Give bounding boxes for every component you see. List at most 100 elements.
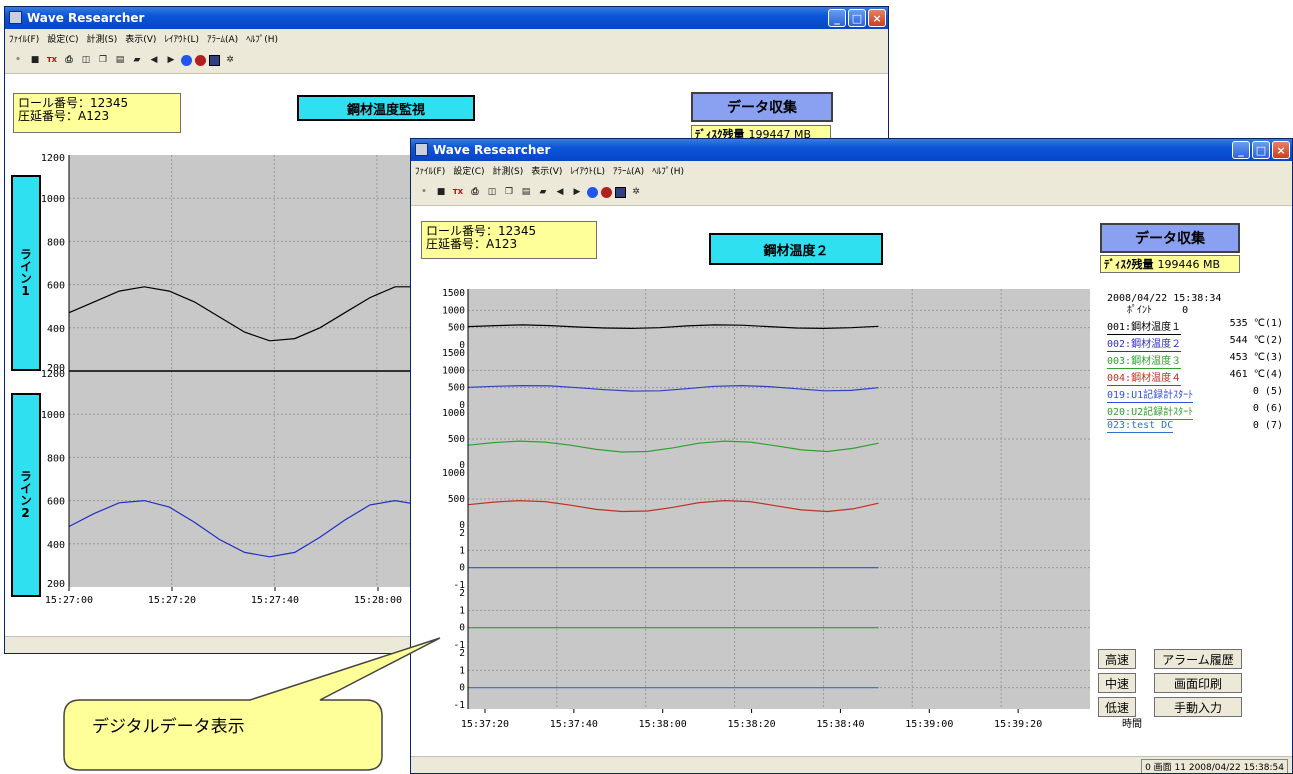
disk-label: ﾃﾞｨｽｸ残量 (695, 128, 745, 141)
x-tick-label: 15:38:40 (816, 719, 864, 730)
data-collect-button[interactable]: データ収集 (1100, 223, 1240, 253)
title-bar[interactable]: Wave Researcher _ □ × (411, 139, 1292, 161)
minimize-button[interactable]: _ (828, 9, 846, 27)
open-icon[interactable]: ▰ (539, 187, 547, 197)
x-tick-label: 15:38:00 (639, 719, 687, 730)
screen-print-button[interactable]: 画面印刷 (1154, 673, 1242, 693)
settings-icon[interactable]: ✲ (226, 55, 234, 65)
series-line (467, 440, 879, 453)
y-tick-label: 600 (47, 281, 65, 292)
menu-settings[interactable]: 設定(C) (453, 166, 485, 177)
menu-measure[interactable]: 計測(S) (86, 34, 118, 45)
y-tick-label: 2 (459, 588, 465, 599)
menu-view[interactable]: 表示(V) (125, 34, 157, 45)
channel-value: 453 ℃(3) (1229, 352, 1283, 363)
menu-alarm[interactable]: ｱﾗｰﾑ(A) (207, 34, 239, 45)
menu-alarm[interactable]: ｱﾗｰﾑ(A) (613, 166, 645, 177)
alarm-history-button[interactable]: アラーム履歴 (1154, 649, 1242, 669)
print-icon[interactable]: ⎙ (471, 187, 479, 197)
y-tick-label: 200 (47, 579, 65, 590)
legend-row[interactable]: 004:鋼材温度４ 461 ℃(4) (1107, 367, 1287, 386)
dot-icon[interactable]: • (15, 55, 21, 65)
print-preview-icon[interactable]: ◫ (81, 55, 91, 65)
maximize-button[interactable]: □ (1252, 141, 1270, 159)
blue-record-icon[interactable] (181, 54, 192, 66)
y-tick-label: 0 (459, 400, 465, 411)
mid-speed-button[interactable]: 中速 (1098, 673, 1136, 693)
series-line (467, 384, 879, 392)
menu-file[interactable]: ﾌｧｲﾙ(F) (9, 34, 40, 45)
menu-layout[interactable]: ﾚｲｱｳﾄ(L) (164, 34, 199, 45)
display-icon[interactable] (615, 186, 626, 198)
stop-icon[interactable]: ■ (436, 187, 446, 197)
tx-icon[interactable]: TX (452, 188, 464, 196)
app-icon (415, 143, 428, 156)
channel-value: 461 ℃(4) (1229, 369, 1283, 380)
y-tick-label: 800 (47, 237, 65, 248)
line1-tab[interactable]: ライン1 (11, 175, 41, 371)
left-arrow-icon[interactable]: ◀ (556, 187, 564, 197)
menu-help[interactable]: ﾍﾙﾌﾟ(H) (652, 166, 684, 177)
y-tick-label: 1 (459, 665, 465, 676)
legend-row[interactable]: 020:U2記録計ｽﾀｰﾄ 0 (6) (1107, 401, 1287, 420)
paste-icon[interactable]: ▤ (115, 55, 125, 65)
title-bar[interactable]: Wave Researcher _ □ × (5, 7, 888, 29)
menu-settings[interactable]: 設定(C) (47, 34, 79, 45)
menu-view[interactable]: 表示(V) (531, 166, 563, 177)
display-icon[interactable] (209, 54, 220, 66)
manual-input-button[interactable]: 手動入力 (1154, 697, 1242, 717)
print-preview-icon[interactable]: ◫ (487, 187, 497, 197)
stop-icon[interactable]: ■ (30, 55, 40, 65)
channel-value: 0 (5) (1252, 386, 1283, 397)
rolling-number: 圧延番号：A123 (18, 109, 110, 123)
page-title: 鋼材温度監視 (297, 95, 475, 121)
tx-icon[interactable]: TX (46, 56, 58, 64)
high-speed-button[interactable]: 高速 (1098, 649, 1136, 669)
series-line (467, 499, 879, 513)
blue-record-icon[interactable] (587, 186, 598, 198)
red-record-icon[interactable] (601, 186, 612, 198)
legend-row[interactable]: 003:鋼材温度３ 453 ℃(3) (1107, 350, 1287, 369)
legend-row[interactable]: 002:鋼材温度２ 544 ℃(2) (1107, 333, 1287, 352)
print-icon[interactable]: ⎙ (65, 55, 73, 65)
legend-row[interactable]: 023:test DC 0 (7) (1107, 418, 1287, 435)
minimize-button[interactable]: _ (1232, 141, 1250, 159)
front-window: Wave Researcher _ □ × ﾌｧｲﾙ(F) 設定(C) 計測(S… (410, 138, 1293, 774)
left-arrow-icon[interactable]: ◀ (150, 55, 158, 65)
copy-icon[interactable]: ❐ (98, 55, 108, 65)
window-title: Wave Researcher (27, 11, 145, 25)
right-arrow-icon[interactable]: ▶ (573, 187, 581, 197)
menu-layout[interactable]: ﾚｲｱｳﾄ(L) (570, 166, 605, 177)
open-icon[interactable]: ▰ (133, 55, 141, 65)
data-collect-button[interactable]: データ収集 (691, 92, 833, 122)
x-tick-label: 15:37:20 (461, 719, 509, 730)
paste-icon[interactable]: ▤ (521, 187, 531, 197)
disk-value: 199446 MB (1157, 257, 1221, 271)
point-value: 0 (1182, 305, 1189, 316)
legend-row[interactable]: 019:U1記録計ｽﾀｰﾄ 0 (5) (1107, 384, 1287, 403)
low-speed-button[interactable]: 低速 (1098, 697, 1136, 717)
menu-measure[interactable]: 計測(S) (492, 166, 524, 177)
legend-row[interactable]: 001:鋼材温度１ 535 ℃(1) (1107, 316, 1287, 335)
menu-help[interactable]: ﾍﾙﾌﾟ(H) (246, 34, 278, 45)
series-line (467, 324, 879, 330)
y-tick-label: 1200 (41, 153, 65, 164)
y-tick-label: 0 (459, 460, 465, 471)
copy-icon[interactable]: ❐ (504, 187, 514, 197)
maximize-button[interactable]: □ (848, 9, 866, 27)
line2-tab[interactable]: ライン2 (11, 393, 41, 597)
dot-icon[interactable]: • (421, 187, 427, 197)
menu-file[interactable]: ﾌｧｲﾙ(F) (415, 166, 446, 177)
status-text: 0 画面 11 2008/04/22 15:38:54 (1141, 759, 1288, 773)
settings-icon[interactable]: ✲ (632, 187, 640, 197)
y-tick-label: 200 (47, 363, 65, 374)
menu-bar: ﾌｧｲﾙ(F) 設定(C) 計測(S) 表示(V) ﾚｲｱｳﾄ(L) ｱﾗｰﾑ(… (5, 29, 888, 47)
close-button[interactable]: × (1272, 141, 1290, 159)
close-button[interactable]: × (868, 9, 886, 27)
right-arrow-icon[interactable]: ▶ (167, 55, 175, 65)
y-tick-label: 0 (459, 683, 465, 694)
y-tick-label: 1000 (41, 410, 65, 421)
red-record-icon[interactable] (195, 54, 206, 66)
channel-name: 002:鋼材温度２ (1107, 335, 1182, 352)
x-tick-label: 15:39:20 (994, 719, 1042, 730)
